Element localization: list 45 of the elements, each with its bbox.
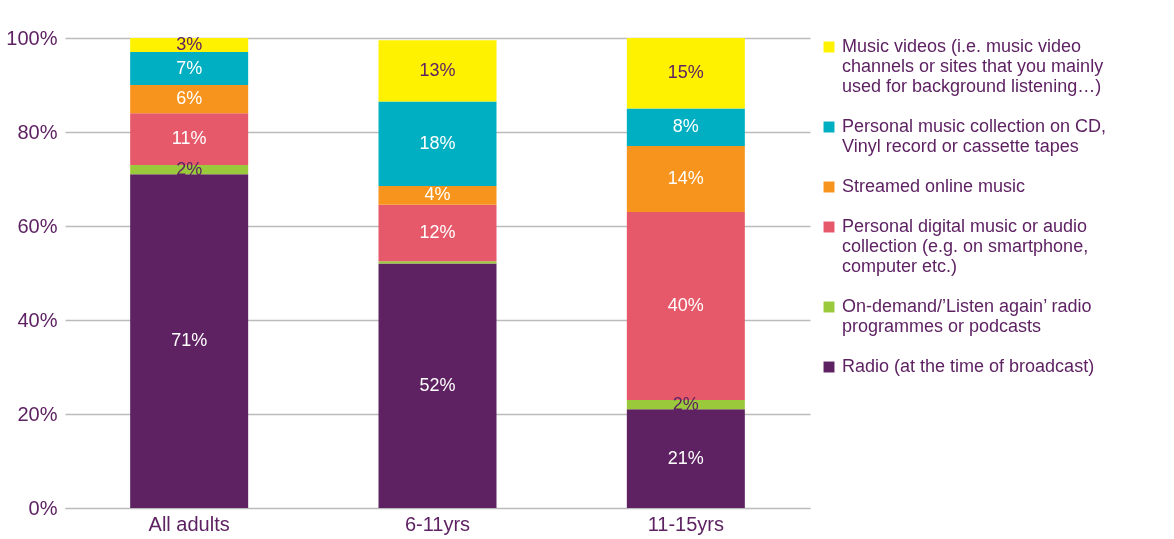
y-tick-label: 40% [17,308,58,331]
data-label: 13% [419,59,456,80]
data-label: 11% [171,128,207,149]
bar [626,146,745,212]
data-label: 52% [419,374,456,395]
data-label: 2% [672,393,699,414]
bar [378,101,497,187]
legend-label: Streamed online music [842,176,1026,196]
x-tick-label: 6-11yrs [404,512,471,535]
bar [378,40,497,102]
bar [378,186,497,205]
data-label: 40% [667,294,704,315]
y-tick-label: 20% [17,402,58,425]
bar [626,409,745,508]
data-label: 6% [176,88,203,109]
data-label: 15% [667,62,704,83]
y-tick-label: 80% [17,120,58,143]
bar [626,108,745,147]
bar [130,85,249,114]
legend-label: Radio (at the time of broadcast) [842,356,1095,376]
data-label: 12% [419,222,456,243]
data-label: 18% [419,132,456,153]
data-label: 21% [667,447,704,468]
bar [626,38,745,109]
legend-label: Music videos (i.e. music video channels or sites that you mainly used for background listening…) [842,36,1104,96]
x-tick-label: All adults [148,512,230,535]
bar [378,261,497,264]
legend-label: On-demand/’Listen again’ radio programmes or podcasts [842,296,1092,336]
data-label: 3% [176,34,203,55]
bar [130,174,249,508]
legend-label: Personal digital music or audio collection (e.g. on smartphone, computer etc.) [842,216,1089,276]
data-label: 2% [176,158,203,179]
bar [130,52,249,85]
y-tick-label: 0% [28,496,58,519]
data-label: 71% [171,330,208,351]
y-tick-label: 100% [6,26,58,49]
legend-label: Personal music collection on CD, Vinyl record or cassette tapes [842,116,1107,156]
y-tick-label: 60% [17,214,58,237]
data-label: 8% [672,116,699,137]
bar [378,204,497,262]
data-label: 14% [667,168,704,188]
x-tick-label: 11-15yrs [647,512,724,535]
data-label: 4% [424,184,451,205]
bar [378,263,497,508]
data-label: 7% [176,57,203,78]
